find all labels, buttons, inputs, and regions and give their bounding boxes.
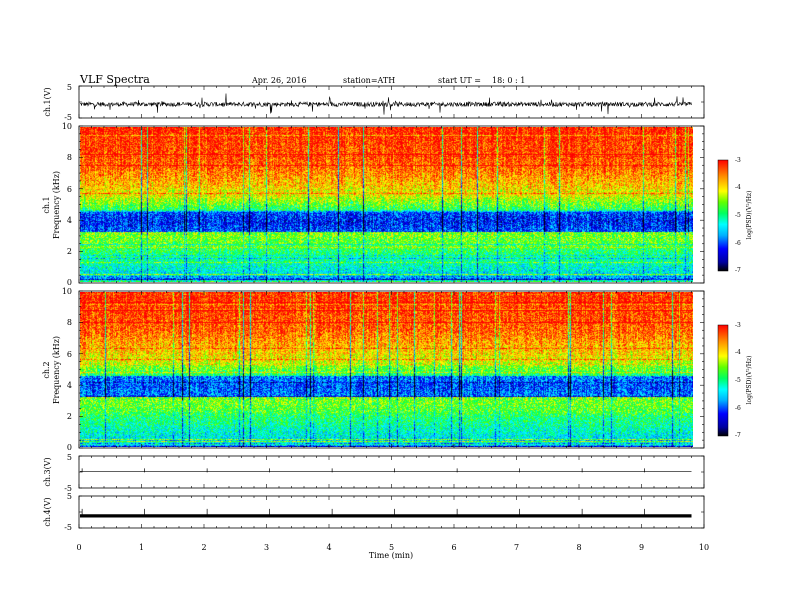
ch2-colorbar-label: log(PSD)(V²/Hz) bbox=[746, 356, 753, 405]
ch1-colorbar-label: log(PSD)(V²/Hz) bbox=[746, 191, 753, 240]
ch1-ytick-top: 5 bbox=[67, 83, 72, 92]
ch2-colorbar bbox=[717, 324, 729, 437]
ch4-ytick-bottom: -5 bbox=[64, 523, 72, 532]
start-label: start UT = bbox=[438, 76, 481, 85]
ch1-colorbar-tick-m5: -5 bbox=[735, 212, 741, 219]
ch1-spectrogram-channel-label: ch.1 bbox=[42, 196, 51, 213]
ch2-colorbar-tick-m7: -7 bbox=[735, 432, 741, 439]
ch3-ytick-top: 5 bbox=[67, 453, 72, 462]
ch4-waveform-frame bbox=[78, 495, 705, 529]
ch4-waveform-ylabel: ch.4(V) bbox=[43, 497, 52, 526]
ch1-waveform-trace bbox=[79, 93, 692, 115]
ch4-ytick-top: 5 bbox=[67, 492, 72, 501]
spec2-ytick-8: 8 bbox=[67, 318, 72, 327]
ch1-spectrogram-ylabel: Frequency (kHz) bbox=[52, 171, 61, 239]
xtick-7: 7 bbox=[514, 543, 519, 552]
spec1-ytick-4: 4 bbox=[67, 216, 72, 225]
ch2-spectrogram bbox=[80, 292, 693, 447]
ch1-ytick-bottom: -5 bbox=[64, 113, 72, 122]
ch2-colorbar-tick-m3: -3 bbox=[735, 322, 741, 329]
ch2-colorbar-tick-m6: -6 bbox=[735, 405, 741, 412]
ch1-waveform-ylabel: ch.1(V) bbox=[43, 87, 52, 116]
start-time-label: 18: 0 : 1 bbox=[492, 76, 525, 85]
spec1-ytick-2: 2 bbox=[67, 247, 72, 256]
figure-title: VLF Spectra bbox=[79, 73, 150, 86]
ch3-waveform-frame bbox=[78, 455, 705, 489]
ch2-colorbar-tick-m4: -4 bbox=[735, 349, 741, 356]
spec2-ytick-2: 2 bbox=[67, 412, 72, 421]
xtick-9: 9 bbox=[639, 543, 644, 552]
ch3-waveform-ylabel: ch.3(V) bbox=[43, 457, 52, 486]
xtick-8: 8 bbox=[576, 543, 581, 552]
spec2-ytick-10: 10 bbox=[62, 287, 72, 296]
axis-ticks bbox=[78, 85, 705, 529]
station-label: station=ATH bbox=[343, 76, 395, 85]
xtick-3: 3 bbox=[264, 543, 269, 552]
ch2-spectrogram-channel-label: ch.2 bbox=[42, 361, 51, 378]
xtick-4: 4 bbox=[326, 543, 331, 552]
date-label: Apr. 26, 2016 bbox=[251, 76, 307, 85]
spec2-ytick-4: 4 bbox=[67, 381, 72, 390]
xtick-6: 6 bbox=[451, 543, 456, 552]
ch1-waveform-frame bbox=[78, 85, 705, 119]
x-axis-label: Time (min) bbox=[369, 551, 413, 560]
ch1-colorbar-tick-m7: -7 bbox=[735, 267, 741, 274]
xtick-5: 5 bbox=[389, 543, 394, 552]
ch2-colorbar-tick-m5: -5 bbox=[735, 377, 741, 384]
xtick-10: 10 bbox=[699, 543, 709, 552]
ch3-ytick-bottom: -5 bbox=[64, 484, 72, 493]
spec1-ytick-0: 0 bbox=[67, 278, 72, 287]
ch4-waveform-spikes bbox=[81, 508, 645, 517]
ch1-colorbar-tick-m4: -4 bbox=[735, 184, 741, 191]
spec1-ytick-8: 8 bbox=[67, 153, 72, 162]
ch1-spectrogram bbox=[80, 127, 693, 282]
spec2-ytick-0: 0 bbox=[67, 443, 72, 452]
xtick-2: 2 bbox=[201, 543, 206, 552]
xtick-1: 1 bbox=[139, 543, 144, 552]
xtick-0: 0 bbox=[76, 543, 81, 552]
ch1-colorbar-tick-m3: -3 bbox=[735, 157, 741, 164]
ch3-waveform-spikes bbox=[81, 468, 645, 473]
spec1-ytick-10: 10 bbox=[62, 122, 72, 131]
spec1-ytick-6: 6 bbox=[67, 185, 72, 194]
ch1-colorbar bbox=[717, 159, 729, 272]
ch2-spectrogram-ylabel: Frequency (kHz) bbox=[52, 336, 61, 404]
ch1-colorbar-tick-m6: -6 bbox=[735, 240, 741, 247]
spec2-ytick-6: 6 bbox=[67, 350, 72, 359]
